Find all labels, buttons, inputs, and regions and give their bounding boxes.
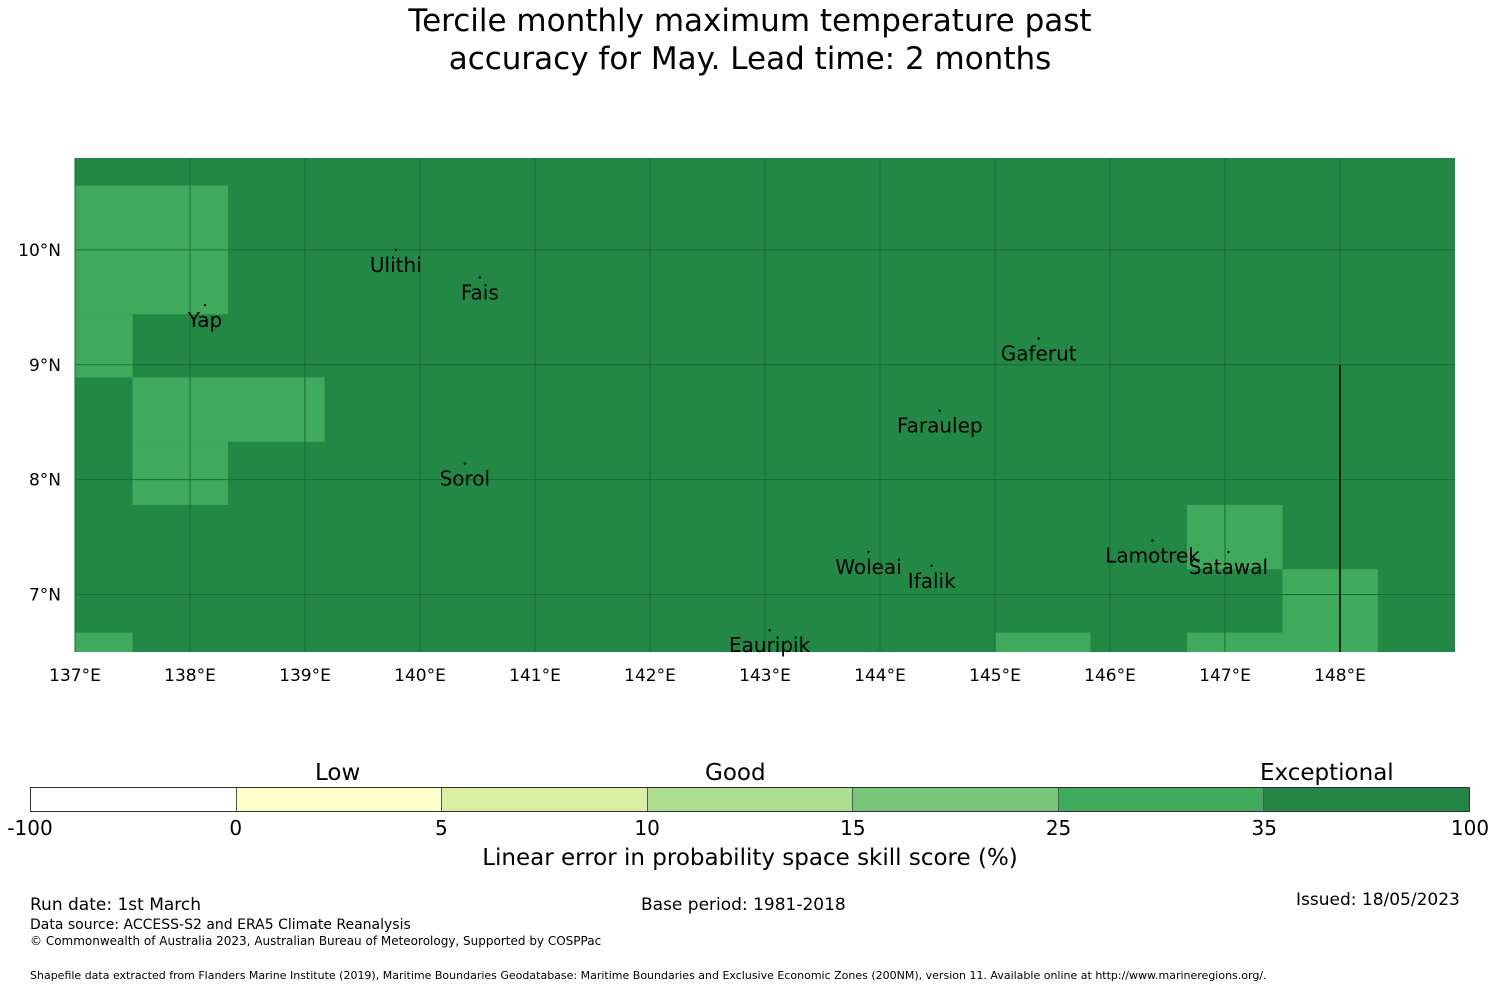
lat-tick-label: 9°N: [29, 356, 61, 376]
colorbar-segment-5: [1058, 788, 1265, 811]
chart-title: Tercile monthly maximum temperature past…: [200, 2, 1300, 78]
island-marker: [1227, 550, 1230, 554]
legend-category-exceptional: Exceptional: [1260, 760, 1394, 786]
island-marker: [394, 248, 398, 252]
island-marker: [203, 303, 207, 307]
lon-tick-label: 144°E: [854, 666, 906, 686]
place-label: Gaferut: [1001, 341, 1077, 365]
skill-cell-9: [1282, 632, 1378, 652]
colorbar: [30, 787, 1470, 812]
skill-map: 137°E 138°E 139°E 140°E 141°E 142°E 143°E 144°E…: [18, 158, 1455, 686]
colorbar-segment-1: [236, 788, 443, 811]
place-label: Eauripik: [729, 633, 811, 657]
colorbar-segment-2: [442, 788, 648, 811]
colorbar-tick-label: -100: [7, 816, 53, 840]
skill-cell-2: [132, 377, 325, 442]
lon-tick-label: 145°E: [969, 666, 1021, 686]
place-label: Ifalik: [908, 569, 956, 593]
lon-tick-label: 146°E: [1084, 666, 1136, 686]
place-label: Lamotrek: [1105, 544, 1200, 568]
skill-cell-1: [75, 314, 133, 378]
colorbar-tick-label: 5: [435, 816, 448, 840]
lon-tick-label: 147°E: [1199, 666, 1251, 686]
lon-tick-label: 139°E: [279, 666, 331, 686]
run-date: Run date: 1st March: [30, 895, 202, 915]
legend-category-good: Good: [705, 760, 766, 786]
island-marker: [1151, 539, 1154, 542]
title-line-1: Tercile monthly maximum temperature past: [408, 3, 1092, 39]
lon-tick-label: 140°E: [394, 666, 446, 686]
island-marker: [463, 462, 467, 465]
colorbar-segment-6: [1264, 788, 1470, 811]
colorbar-tick-label: 0: [229, 816, 243, 840]
island-marker: [930, 564, 933, 568]
place-label: Yap: [187, 308, 222, 332]
place-label: Faraulep: [897, 414, 983, 438]
title-line-2: accuracy for May. Lead time: 2 months: [448, 41, 1052, 77]
legend-category-low: Low: [315, 760, 361, 786]
data-source: Data source: ACCESS-S2 and ERA5 Climate …: [30, 917, 411, 933]
lon-tick-label: 143°E: [739, 666, 791, 686]
lat-tick-label: 10°N: [18, 241, 61, 261]
colorbar-tick-label: 100: [1450, 816, 1490, 840]
lon-tick-label: 138°E: [164, 666, 216, 686]
lon-tick-label: 142°E: [624, 666, 676, 686]
skill-cell-6: [75, 632, 133, 652]
island-marker: [938, 409, 941, 412]
place-label: Woleai: [835, 555, 902, 579]
colorbar-tick-label: 10: [634, 816, 660, 840]
place-label: Sorol: [440, 467, 491, 491]
island-marker: [768, 628, 771, 632]
copyright: © Commonwealth of Australia 2023, Austra…: [30, 934, 602, 948]
colorbar-tick-label: 35: [1251, 816, 1278, 840]
skill-cell-4: [1187, 504, 1283, 570]
skill-cell-8: [1187, 632, 1283, 652]
island-marker: [1037, 337, 1040, 340]
colorbar-segment-0: [31, 788, 237, 811]
lon-tick-label: 141°E: [509, 666, 561, 686]
skill-cell-7: [995, 632, 1091, 652]
place-label: Ulithi: [370, 253, 422, 277]
issued-date: Issued: 18/05/2023: [1296, 890, 1460, 910]
skill-cell-3: [132, 441, 228, 505]
island-marker: [478, 276, 481, 279]
lon-tick-label: 137°E: [49, 666, 101, 686]
lat-tick-label: 7°N: [29, 586, 61, 606]
island-marker: [867, 550, 870, 554]
place-label: Fais: [461, 280, 499, 304]
colorbar-tick-label: 15: [840, 816, 866, 840]
lat-tick-label: 8°N: [29, 471, 61, 491]
colorbar-segment-4: [853, 788, 1059, 811]
colorbar-segment-3: [647, 788, 854, 811]
shapefile-credit: Shapefile data extracted from Flanders M…: [30, 969, 1267, 982]
colorbar-label: Linear error in probability space skill …: [482, 845, 1018, 871]
lon-tick-label: 148°E: [1314, 666, 1366, 686]
skill-cell-5: [1282, 569, 1378, 633]
place-label: Satawal: [1189, 555, 1268, 579]
base-period: Base period: 1981-2018: [641, 895, 846, 915]
colorbar-tick-label: 25: [1045, 816, 1072, 840]
